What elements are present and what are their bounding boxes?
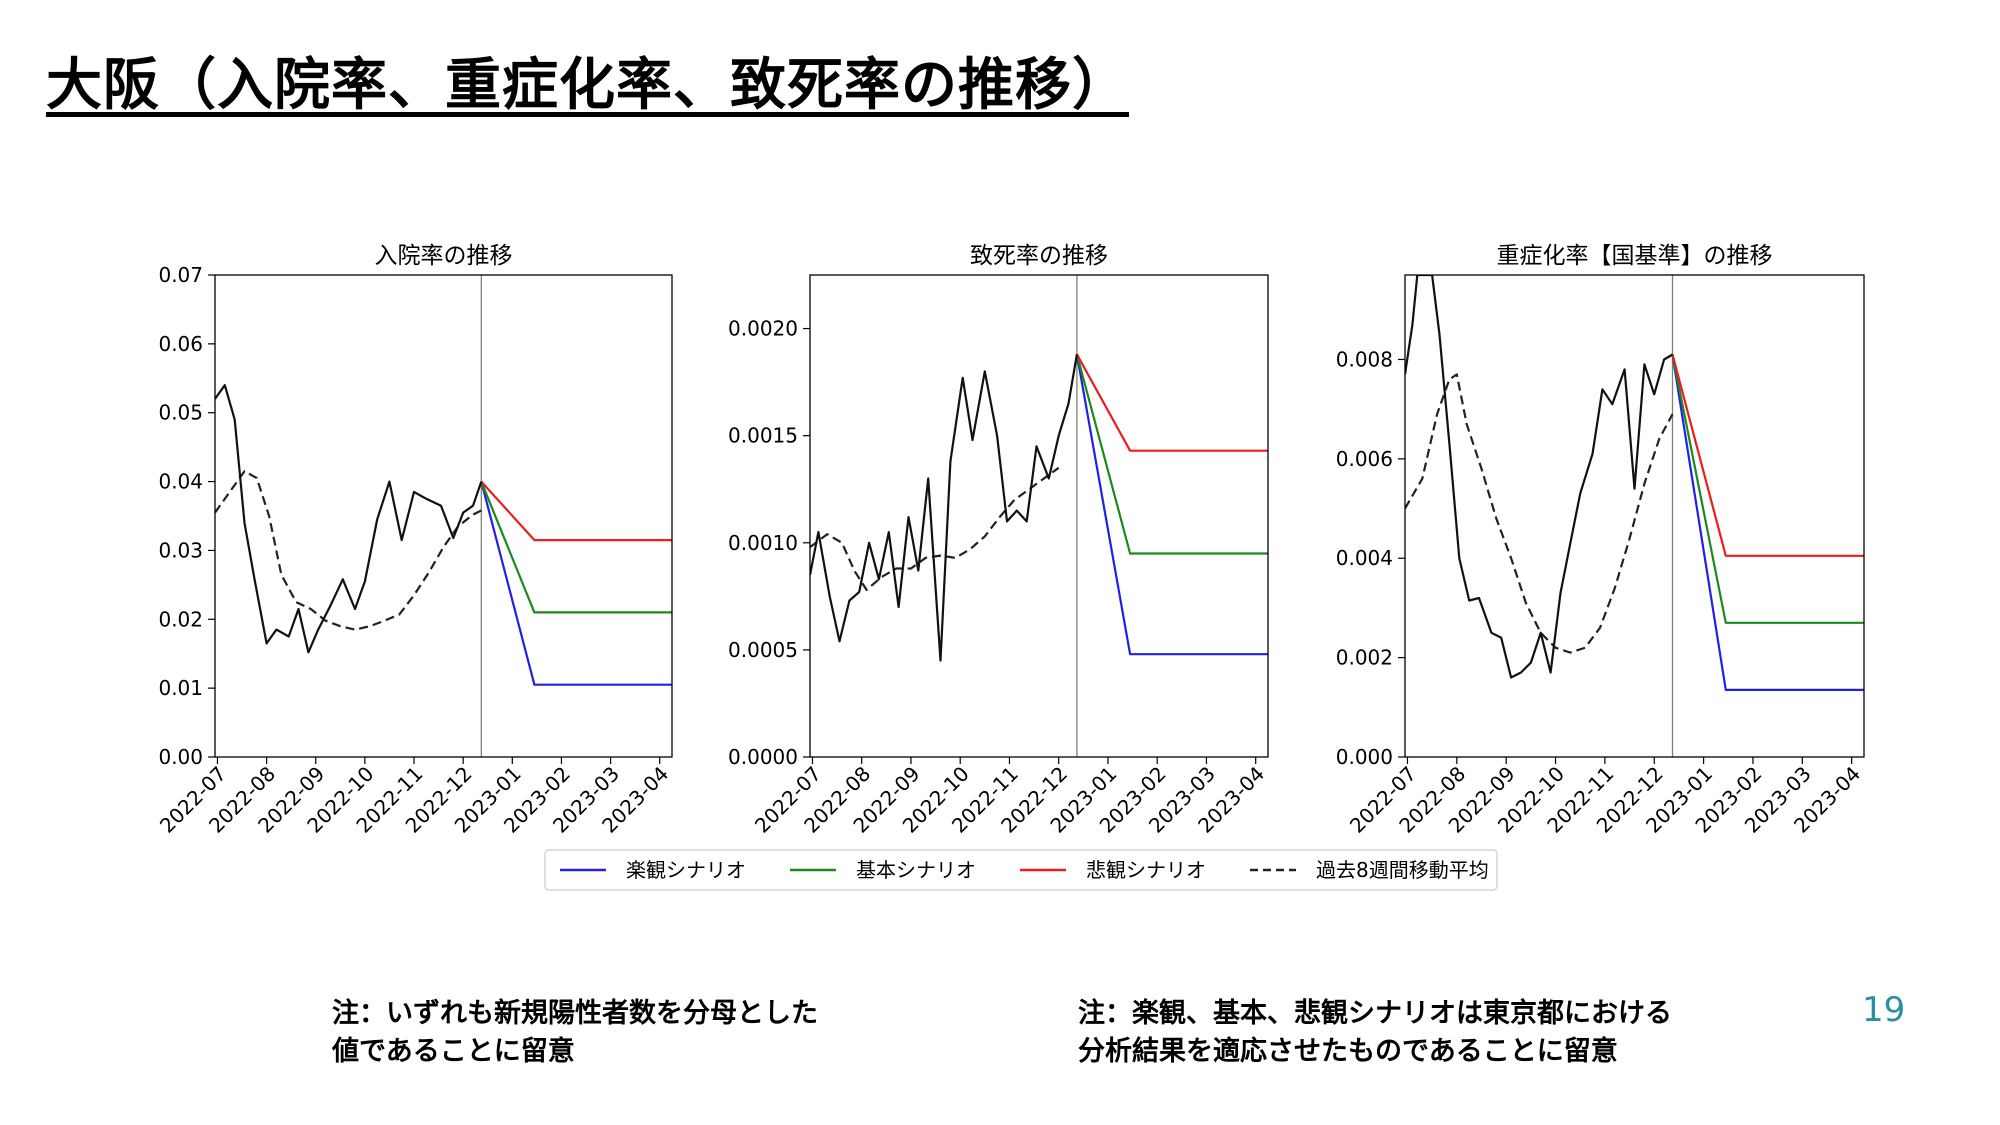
y-tick-label: 0.0000 xyxy=(728,745,798,769)
chart-title: 致死率の推移 xyxy=(970,243,1108,269)
y-tick-label: 0.006 xyxy=(1336,447,1393,471)
y-tick-label: 0.0005 xyxy=(728,638,798,662)
series-line-base xyxy=(1075,354,1268,555)
y-tick-label: 0.06 xyxy=(158,332,203,356)
note-scenario-source: 注：楽観、基本、悲観シナリオは東京都における 分析結果を適応させたものであること… xyxy=(1078,998,1672,1067)
plot-frame xyxy=(809,274,1269,758)
series-line-actual xyxy=(1405,275,1674,679)
y-tick-label: 0.04 xyxy=(158,470,203,494)
series-line-actual xyxy=(810,354,1078,662)
series-line-pessimistic xyxy=(480,480,672,542)
page-number: 19 xyxy=(1862,990,1906,1030)
series-line-optimistic xyxy=(480,481,672,686)
series-line-moving_avg xyxy=(215,470,482,631)
legend-label-optimistic: 楽観シナリオ xyxy=(626,858,746,882)
legend-label-pessimistic: 悲観シナリオ xyxy=(1086,858,1206,882)
y-tick-label: 0.002 xyxy=(1336,646,1393,670)
plot-frame xyxy=(214,274,673,758)
y-tick-label: 0.004 xyxy=(1336,546,1393,570)
series-line-base xyxy=(480,481,672,614)
legend-label-moving_avg: 過去8週間移動平均 xyxy=(1316,858,1489,882)
chart-title: 入院率の推移 xyxy=(375,243,513,269)
y-tick-label: 0.0015 xyxy=(728,424,798,448)
series-line-optimistic xyxy=(1671,354,1864,691)
y-tick-label: 0.008 xyxy=(1336,347,1393,371)
series-line-actual xyxy=(215,384,483,654)
note-denominator: 注：いずれも新規陽性者数を分母とした 値であることに留意 xyxy=(332,998,818,1067)
series-line-moving_avg xyxy=(1405,373,1674,654)
y-tick-label: 0.07 xyxy=(158,263,203,287)
y-tick-label: 0.05 xyxy=(158,401,203,425)
y-tick-label: 0.03 xyxy=(158,538,203,562)
chart-title: 重症化率【国基準】の推移 xyxy=(1497,243,1773,269)
plot-frame xyxy=(1404,274,1865,758)
series-line-optimistic xyxy=(1075,354,1268,656)
series-line-pessimistic xyxy=(1671,354,1864,557)
y-tick-label: 0.01 xyxy=(158,676,203,700)
series-line-base xyxy=(1671,354,1864,624)
page-title: 大阪（入院率、重症化率、致死率の推移） xyxy=(46,53,1129,118)
y-tick-label: 0.0020 xyxy=(728,317,798,341)
legend-label-base: 基本シナリオ xyxy=(856,858,976,882)
y-tick-label: 0.0010 xyxy=(728,531,798,555)
y-tick-label: 0.00 xyxy=(158,745,203,769)
series-line-pessimistic xyxy=(1075,353,1268,452)
y-tick-label: 0.02 xyxy=(158,607,203,631)
y-tick-label: 0.000 xyxy=(1336,745,1393,769)
